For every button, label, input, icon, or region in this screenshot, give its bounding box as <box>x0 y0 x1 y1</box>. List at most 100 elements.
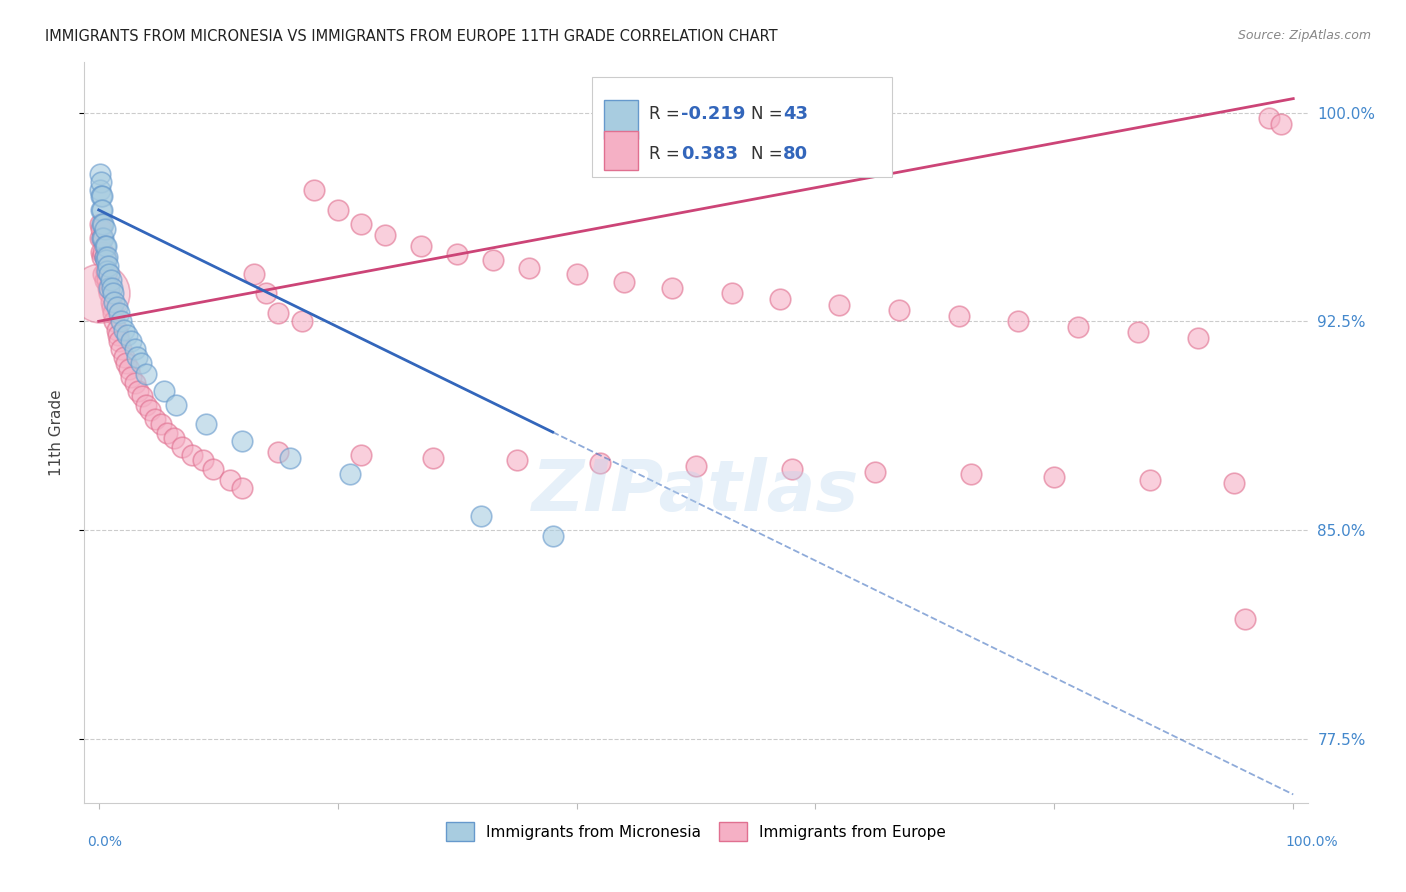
Text: 80: 80 <box>783 145 808 163</box>
Point <box>117 361 139 376</box>
Point <box>91 217 114 231</box>
Point <box>89 231 111 245</box>
Text: N =: N = <box>751 105 787 123</box>
Point <box>125 351 148 365</box>
Point <box>768 292 790 306</box>
Legend: Immigrants from Micronesia, Immigrants from Europe: Immigrants from Micronesia, Immigrants f… <box>439 814 953 848</box>
Point <box>720 286 742 301</box>
Point <box>959 467 981 482</box>
Text: ZIPatlas: ZIPatlas <box>533 458 859 526</box>
Point <box>254 286 277 301</box>
Point <box>1234 612 1257 626</box>
Point <box>291 314 314 328</box>
Point <box>565 267 588 281</box>
Point <box>685 458 707 473</box>
Point <box>195 417 218 432</box>
Point <box>93 222 115 236</box>
Point <box>589 456 612 470</box>
Point <box>100 272 122 286</box>
Point <box>90 175 112 189</box>
Point <box>1126 326 1149 340</box>
Point <box>112 323 135 337</box>
Point <box>231 481 253 495</box>
Point <box>172 440 194 454</box>
Point <box>105 323 128 337</box>
Text: Source: ZipAtlas.com: Source: ZipAtlas.com <box>1237 29 1371 42</box>
Point <box>135 367 157 381</box>
Point <box>887 303 910 318</box>
Point <box>93 250 115 264</box>
Point <box>96 272 118 286</box>
Text: 100.0%: 100.0% <box>1286 835 1339 848</box>
Point <box>180 448 202 462</box>
Point <box>143 411 166 425</box>
Point <box>446 247 468 261</box>
Point <box>89 184 111 198</box>
Point <box>661 281 683 295</box>
Text: R =: R = <box>650 145 686 163</box>
Point <box>243 267 266 281</box>
Point <box>124 376 146 390</box>
Point <box>231 434 253 448</box>
Point <box>163 431 186 445</box>
Point <box>93 272 115 286</box>
Text: 0.0%: 0.0% <box>87 835 122 848</box>
Point <box>267 306 290 320</box>
Point <box>110 314 132 328</box>
Point <box>90 189 112 203</box>
Point <box>97 259 120 273</box>
Point <box>91 202 114 217</box>
Point <box>1139 473 1161 487</box>
FancyBboxPatch shape <box>592 78 891 178</box>
Point <box>98 281 121 295</box>
FancyBboxPatch shape <box>605 131 638 169</box>
Point <box>107 328 129 343</box>
Point <box>828 297 851 311</box>
Point <box>541 528 564 542</box>
Point <box>103 294 125 309</box>
Point <box>1187 331 1209 345</box>
Point <box>93 217 115 231</box>
Point <box>470 509 492 524</box>
Text: -0.219: -0.219 <box>682 105 745 123</box>
Point <box>112 351 135 365</box>
Point <box>96 250 118 264</box>
Point <box>124 342 146 356</box>
Point <box>91 231 114 245</box>
Point <box>101 281 124 295</box>
Point <box>863 465 886 479</box>
Point <box>350 217 373 231</box>
Point <box>89 167 111 181</box>
Point <box>97 281 120 295</box>
Point <box>91 189 114 203</box>
Point <box>149 417 172 432</box>
Point <box>89 286 111 301</box>
Point <box>1270 117 1292 131</box>
Point <box>90 202 112 217</box>
Text: IMMIGRANTS FROM MICRONESIA VS IMMIGRANTS FROM EUROPE 11TH GRADE CORRELATION CHAR: IMMIGRANTS FROM MICRONESIA VS IMMIGRANTS… <box>45 29 778 44</box>
Point <box>131 389 153 403</box>
Point <box>94 253 117 268</box>
Point <box>350 448 373 462</box>
Point <box>101 301 124 315</box>
Point <box>91 250 114 264</box>
Point <box>89 217 111 231</box>
Point <box>422 450 444 465</box>
Point <box>98 267 121 281</box>
Point <box>93 267 115 281</box>
Point <box>120 370 142 384</box>
Point <box>90 244 112 259</box>
Point <box>129 356 152 370</box>
Point <box>108 306 131 320</box>
Point <box>326 202 349 217</box>
Point <box>135 398 157 412</box>
Point <box>105 301 128 315</box>
Point <box>1067 319 1090 334</box>
Point <box>93 244 115 259</box>
Point <box>108 334 131 348</box>
Point <box>91 231 114 245</box>
Point <box>506 453 529 467</box>
Text: 0.383: 0.383 <box>682 145 738 163</box>
Point <box>202 462 225 476</box>
Point <box>411 239 433 253</box>
